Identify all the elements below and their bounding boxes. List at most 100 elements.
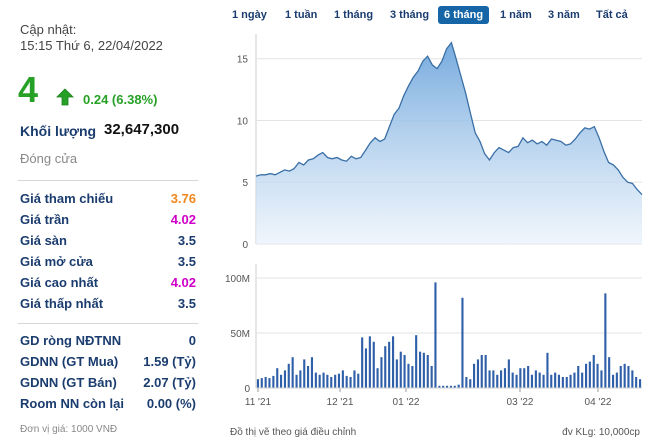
volume-bar	[542, 374, 545, 388]
volume-bar	[554, 372, 557, 388]
x-tick-label: 04 '22	[585, 397, 612, 408]
stat-row-floor: Giá sàn 3.5	[20, 233, 196, 253]
volume-bar	[511, 372, 514, 388]
foreign-row-sell: GDNN (GT Bán) 2.07 (Tỷ)	[20, 375, 196, 395]
volume-bar	[507, 359, 510, 388]
price-tick-label: 5	[242, 178, 248, 189]
volume-bar	[353, 370, 356, 388]
divider	[18, 180, 198, 181]
volume-tick-label: 0	[244, 384, 250, 395]
x-axis: 11 '21 12 '21 01 '22 03 '22 04 '22	[245, 387, 642, 408]
volume-bar	[303, 359, 306, 388]
stat-value: 0.00 (%)	[146, 396, 196, 411]
volume-unit-note: đv KLg: 10,000cp	[562, 427, 640, 438]
tab-1-day[interactable]: 1 ngày	[232, 9, 267, 21]
volume-bar	[457, 384, 460, 388]
tab-3-months[interactable]: 3 tháng	[390, 9, 430, 21]
chart-footnote: Đồ thị vẽ theo giá điều chỉnh	[230, 427, 357, 438]
volume-bar	[635, 377, 638, 388]
volume-bar	[608, 357, 611, 388]
x-tick-label: 01 '22	[393, 397, 420, 408]
volume-bar	[256, 379, 260, 388]
volume-bar	[480, 355, 483, 388]
volume-bar	[272, 375, 275, 388]
volume-bar	[419, 351, 422, 388]
tab-1-year[interactable]: 1 năm	[500, 9, 532, 21]
volume-bar	[341, 370, 344, 388]
volume-bar	[639, 379, 642, 388]
volume-bar	[519, 368, 522, 388]
stat-value: 3.5	[177, 233, 196, 248]
volume-bar	[268, 378, 271, 388]
tab-6-months[interactable]: 6 tháng	[438, 6, 490, 24]
volume-bar	[438, 385, 441, 388]
stat-row-high: Giá cao nhất 4.02	[20, 275, 196, 295]
volume-bar	[604, 293, 607, 388]
price-change: 0.24 (6.38%)	[83, 92, 158, 107]
volume-bar	[326, 374, 329, 388]
volume-bar	[399, 351, 402, 388]
volume-value: 32,647,300	[104, 121, 180, 138]
volume-bar	[411, 366, 414, 388]
volume-bar	[573, 372, 576, 388]
volume-bar	[287, 363, 290, 388]
stat-label: Giá sàn	[20, 233, 67, 248]
volume-panel: 0 50M 100M	[225, 264, 642, 395]
stat-label: Giá trần	[20, 212, 70, 227]
volume-bar	[585, 363, 588, 388]
volume-bar	[600, 370, 603, 388]
volume-bar	[588, 361, 591, 388]
volume-bar	[260, 378, 263, 388]
volume-bar	[364, 348, 368, 388]
stat-value: 3.5	[177, 296, 196, 311]
stat-value: 3.5	[177, 254, 196, 269]
volume-label: Khối lượng	[20, 123, 97, 139]
stat-value: 0	[188, 333, 196, 348]
divider	[18, 323, 198, 324]
volume-bar	[592, 355, 595, 388]
tab-1-week[interactable]: 1 tuần	[285, 9, 318, 21]
volume-bar	[299, 370, 302, 388]
volume-bar	[612, 374, 615, 388]
volume-bar	[534, 370, 537, 388]
stat-row-reference: Giá tham chiếu 3.76	[20, 191, 196, 211]
volume-bar	[357, 373, 360, 388]
current-price: 4	[18, 69, 39, 110]
volume-bar	[565, 377, 568, 388]
price-tick-label: 15	[237, 55, 249, 66]
volume-bar	[546, 352, 549, 388]
volume-bar	[442, 385, 445, 388]
volume-bar	[530, 374, 534, 388]
volume-bar	[426, 355, 429, 388]
volume-bar	[627, 366, 630, 388]
price-panel: 0 5 10 15	[237, 34, 643, 251]
stat-label: Giá mở cửa	[20, 254, 93, 269]
tab-3-years[interactable]: 3 năm	[548, 9, 580, 21]
volume-bar	[422, 352, 425, 388]
stat-label: Giá thấp nhất	[20, 296, 104, 311]
volume-bar	[345, 375, 348, 388]
volume-bar	[623, 363, 626, 388]
quote-panel: Cập nhật: 15:15 Thứ 6, 22/04/2022 4 0.24…	[0, 0, 210, 443]
volume-bar	[388, 341, 391, 388]
volume-bar	[376, 368, 379, 388]
volume-bar	[581, 372, 584, 388]
stat-value: 1.59 (Tỷ)	[143, 354, 196, 369]
volume-bar	[264, 377, 267, 388]
volume-bar	[403, 355, 406, 388]
volume-bar	[368, 336, 371, 388]
volume-bar	[550, 374, 553, 388]
volume-bar	[523, 368, 526, 388]
volume-bar	[469, 379, 472, 388]
stat-value: 4.02	[170, 275, 196, 290]
stat-label: Room NN còn lại	[20, 396, 125, 411]
volume-bar	[500, 370, 503, 388]
tab-1-month[interactable]: 1 tháng	[334, 9, 374, 21]
price-volume-chart: 0 5 10 15 0 50M 100M 11 '21 12 '21 01 '22 03 '22…	[210, 30, 656, 443]
volume-bar	[415, 335, 418, 388]
volume-bar	[561, 377, 564, 388]
volume-bar	[395, 359, 398, 388]
volume-bar	[557, 374, 561, 388]
volume-bar	[407, 363, 410, 388]
tab-all[interactable]: Tất cả	[596, 9, 628, 21]
